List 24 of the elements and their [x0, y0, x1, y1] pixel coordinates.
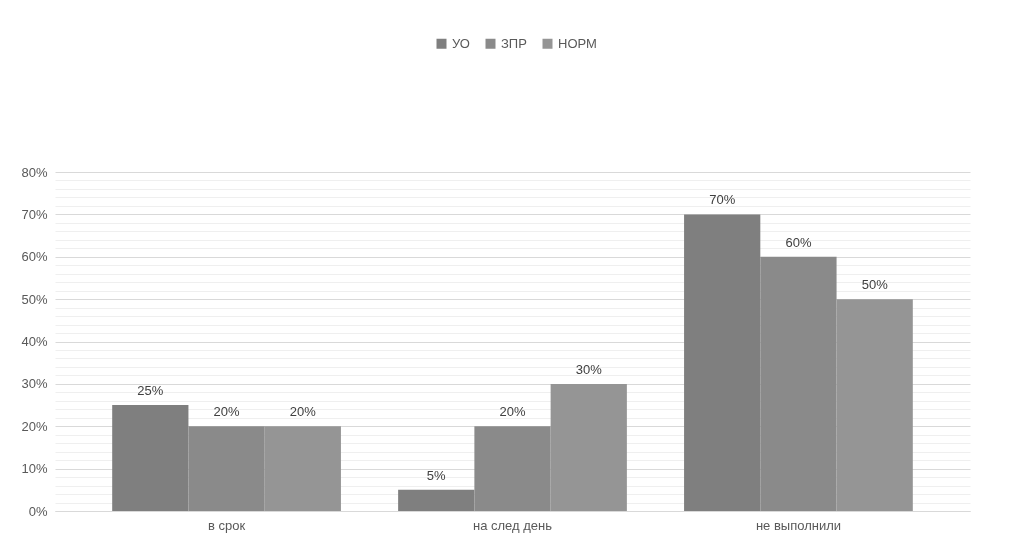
y-tick-label: 60% [21, 249, 48, 265]
data-label: 20% [289, 404, 317, 420]
data-label: 50% [861, 277, 889, 293]
legend-label: ЗПР [501, 35, 527, 51]
legend-label: НОРМ [558, 35, 597, 51]
y-tick-label: 0% [28, 503, 48, 519]
data-label: 70% [709, 192, 736, 208]
y-tick-label: 10% [21, 461, 48, 477]
x-tick-label: не выполнили [755, 517, 842, 533]
y-tick-label: 50% [21, 291, 48, 307]
data-label: 20% [499, 404, 526, 420]
x-tick-label: в срок [207, 517, 246, 533]
y-tick-label: 80% [21, 164, 48, 180]
data-label: 5% [426, 467, 447, 483]
data-label: 20% [213, 404, 241, 420]
data-label: 25% [137, 383, 164, 399]
data-label: 30% [575, 361, 603, 377]
y-tick-label: 40% [21, 334, 48, 349]
x-tick-label: на след день [472, 517, 553, 533]
data-label: 60% [785, 234, 812, 250]
y-tick-label: 20% [21, 418, 48, 434]
legend-label: УО [452, 35, 470, 51]
y-tick-label: 70% [21, 206, 48, 222]
y-tick-label: 30% [21, 376, 48, 392]
